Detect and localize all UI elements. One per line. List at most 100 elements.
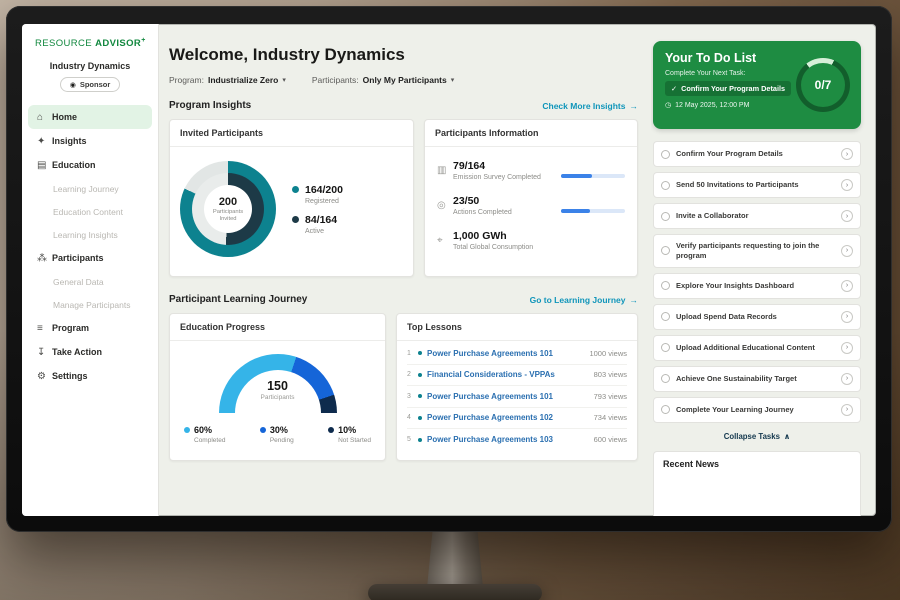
gauge-center-label: Participants	[219, 394, 337, 401]
collapse-tasks-button[interactable]: Collapse Tasks ∧	[724, 432, 791, 441]
chevron-right-icon[interactable]: ›	[841, 210, 853, 222]
top-lessons-card: Top Lessons 1 Power Purchase Agreements …	[396, 313, 638, 461]
participants-information-title: Participants Information	[425, 120, 637, 147]
checkbox-icon[interactable]	[661, 181, 670, 190]
todo-next-task[interactable]: ✓ Confirm Your Program Details	[665, 81, 791, 96]
program-icon: ≡	[37, 323, 52, 334]
sidebar-item-home[interactable]: ⌂ Home	[28, 105, 152, 129]
todo-progress-ring: 0/7	[796, 58, 850, 112]
screen: RESOURCE ADVISOR+ Industry Dynamics ◉ Sp…	[22, 24, 876, 516]
invited-participants-donut: 200 Participants Invited	[180, 161, 276, 257]
chevron-right-icon[interactable]: ›	[841, 280, 853, 292]
learning-journey-cards: Education Progress 150 Participants	[169, 313, 638, 461]
check-more-insights-link[interactable]: Check More Insights →	[542, 101, 638, 111]
participants-icon: ⁂	[37, 253, 52, 264]
task-invite-collaborator[interactable]: Invite a Collaborator ›	[653, 203, 861, 229]
recent-news-title: Recent News	[663, 459, 851, 469]
settings-icon: ⚙	[37, 371, 52, 382]
arrow-right-icon: →	[630, 101, 639, 111]
program-dropdown[interactable]: Program: Industrialize Zero ▾	[169, 75, 286, 85]
program-insights-header: Program Insights Check More Insights →	[169, 100, 638, 111]
org-name: Industry Dynamics	[22, 61, 158, 71]
chevron-right-icon[interactable]: ›	[841, 311, 853, 323]
checkbox-icon[interactable]	[661, 312, 670, 321]
checkbox-icon[interactable]	[661, 281, 670, 290]
sidebar-nav: ⌂ Home ✦ Insights ▤ Education Learning J…	[22, 105, 158, 388]
checkbox-icon[interactable]	[661, 405, 670, 414]
sidebar-item-education[interactable]: ▤ Education	[22, 153, 158, 177]
lesson-row[interactable]: 3 Power Purchase Agreements 101 793 view…	[407, 386, 627, 408]
task-verify-participants[interactable]: Verify participants requesting to join t…	[653, 234, 861, 268]
gauge-center-value: 150	[219, 379, 337, 393]
brand-word-2: ADVISOR	[95, 38, 141, 49]
checkbox-icon[interactable]	[661, 246, 670, 255]
participants-information-card: Participants Information ▥ 79/164 Emissi…	[424, 119, 638, 277]
sidebar-item-program[interactable]: ≡ Program	[22, 316, 158, 340]
monitor-stand-base	[368, 584, 542, 600]
brand-word-1: RESOURCE	[35, 38, 92, 49]
lesson-row[interactable]: 5 Power Purchase Agreements 103 600 view…	[407, 429, 627, 451]
checkbox-icon[interactable]	[661, 343, 670, 352]
chevron-right-icon[interactable]: ›	[841, 148, 853, 160]
chevron-right-icon[interactable]: ›	[841, 179, 853, 191]
sponsor-badge-label: Sponsor	[80, 80, 110, 89]
sidebar-item-insights[interactable]: ✦ Insights	[22, 129, 158, 153]
donut-legend: 164/200 Registered 84/164 Active	[292, 175, 343, 244]
education-progress-title: Education Progress	[170, 314, 385, 341]
emission-survey-progress-bar	[561, 174, 625, 178]
sponsor-badge[interactable]: ◉ Sponsor	[60, 77, 121, 92]
invited-participants-title: Invited Participants	[170, 120, 413, 147]
legend-pending: 30% Pending	[260, 425, 294, 444]
stat-global-consumption: ⌖ 1,000 GWh Total Global Consumption	[437, 230, 625, 251]
go-to-learning-journey-link[interactable]: Go to Learning Journey →	[530, 295, 638, 305]
chevron-right-icon[interactable]: ›	[841, 373, 853, 385]
task-confirm-program-details[interactable]: Confirm Your Program Details ›	[653, 141, 861, 167]
chevron-down-icon: ▾	[282, 76, 286, 84]
home-icon: ⌂	[37, 112, 52, 123]
check-icon: ✓	[671, 84, 677, 93]
location-icon: ⌖	[437, 235, 453, 246]
lesson-row[interactable]: 4 Power Purchase Agreements 102 734 view…	[407, 408, 627, 430]
lesson-row[interactable]: 2 Financial Considerations - VPPAs 803 v…	[407, 365, 627, 387]
task-upload-educational-content[interactable]: Upload Additional Educational Content ›	[653, 335, 861, 361]
brand-logo: RESOURCE ADVISOR+	[35, 37, 158, 49]
legend-not-started: 10% Not Started	[328, 425, 371, 444]
sidebar-item-participants[interactable]: ⁂ Participants	[22, 246, 158, 270]
top-lessons-title: Top Lessons	[397, 314, 637, 341]
legend-dot	[184, 427, 190, 433]
checkbox-icon[interactable]	[661, 150, 670, 159]
brand-plus: +	[141, 37, 146, 44]
legend-dot	[292, 216, 299, 223]
chevron-right-icon[interactable]: ›	[841, 342, 853, 354]
participants-dropdown[interactable]: Participants: Only My Participants ▾	[312, 75, 454, 85]
recent-news-card: Recent News	[653, 451, 861, 517]
sidebar-item-learning-journey[interactable]: Learning Journey	[22, 177, 158, 200]
sidebar-item-take-action[interactable]: ↧ Take Action	[22, 340, 158, 364]
task-send-invitations[interactable]: Send 50 Invitations to Participants ›	[653, 172, 861, 198]
legend-active: 84/164 Active	[292, 214, 343, 235]
task-explore-insights[interactable]: Explore Your Insights Dashboard ›	[653, 273, 861, 299]
sidebar-item-general-data[interactable]: General Data	[22, 270, 158, 293]
chevron-right-icon[interactable]: ›	[841, 245, 853, 257]
todo-progress-value: 0/7	[815, 78, 832, 92]
sidebar-item-settings[interactable]: ⚙ Settings	[22, 364, 158, 388]
legend-dot	[260, 427, 266, 433]
sidebar-item-education-content[interactable]: Education Content	[22, 200, 158, 223]
lesson-row[interactable]: 1 Power Purchase Agreements 101 1000 vie…	[407, 343, 627, 365]
task-achieve-sustainability-target[interactable]: Achieve One Sustainability Target ›	[653, 366, 861, 392]
legend-dot	[328, 427, 334, 433]
education-progress-card: Education Progress 150 Participants	[169, 313, 386, 461]
education-icon: ▤	[37, 160, 52, 171]
chevron-right-icon[interactable]: ›	[841, 404, 853, 416]
checkbox-icon[interactable]	[661, 374, 670, 383]
checkbox-icon[interactable]	[661, 212, 670, 221]
donut-center-label: Participants Invited	[208, 209, 248, 223]
section-title-learning-journey: Participant Learning Journey	[169, 294, 307, 305]
task-upload-spend-data[interactable]: Upload Spend Data Records ›	[653, 304, 861, 330]
learning-journey-header: Participant Learning Journey Go to Learn…	[169, 294, 638, 305]
sidebar-item-learning-insights[interactable]: Learning Insights	[22, 223, 158, 246]
lesson-dot-icon	[418, 394, 422, 398]
main-content: Welcome, Industry Dynamics Program: Indu…	[159, 24, 651, 516]
sidebar-item-manage-participants[interactable]: Manage Participants	[22, 293, 158, 316]
task-complete-learning-journey[interactable]: Complete Your Learning Journey ›	[653, 397, 861, 423]
